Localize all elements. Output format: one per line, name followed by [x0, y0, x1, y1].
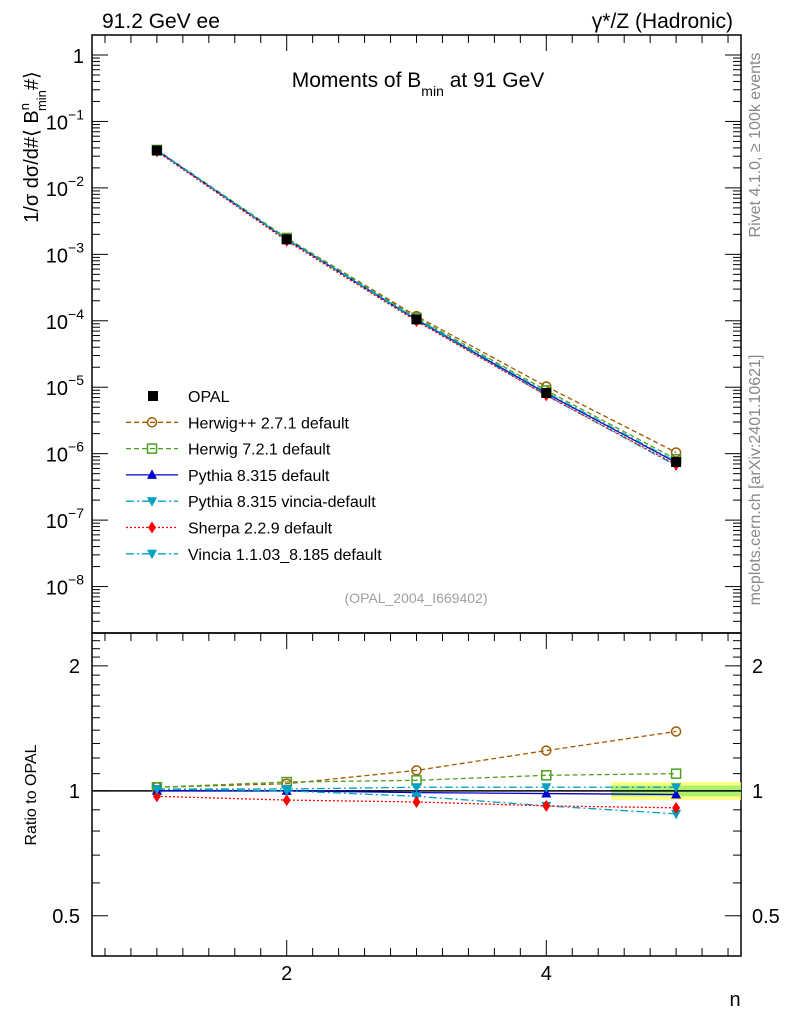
- series-line-0: [156, 149, 677, 454]
- side-label-mcplots: mcplots.cern.ch [arXiv:2401.10621]: [747, 355, 764, 606]
- legend-label: Herwig 7.2.1 default: [188, 442, 331, 459]
- y-tick-label-main: 1: [73, 46, 84, 68]
- ratio-point-0: [541, 745, 552, 756]
- y-tick-label-main: 10−3: [46, 239, 84, 267]
- y-tick-label-main: 10−6: [46, 439, 84, 467]
- main-panel: 1 10−1 10−2 10−3 10−4 10−5 10−6 10−7 10−8 Moment…: [17, 34, 742, 634]
- y-tick-label-ratio: 2: [69, 656, 80, 678]
- y-tick-label-ratio-right: 0.5: [752, 906, 780, 928]
- y-tick-label-ratio: 1: [69, 781, 80, 803]
- ratio-point-5: [151, 785, 162, 795]
- y-tick-label-ratio-right: 2: [752, 656, 763, 678]
- legend-label: Pythia 8.315 default: [188, 468, 330, 485]
- reference-point: [411, 314, 422, 325]
- legend-entry-5: Vincia 1.1.03_8.185 default: [126, 547, 382, 564]
- reference-point: [671, 456, 682, 467]
- reference-point: [541, 387, 552, 398]
- y-tick-label-ratio-right: 1: [752, 781, 763, 803]
- legend: OPAL Herwig++ 2.7.1 default Herwig 7.2.1 d…: [126, 389, 382, 564]
- legend-marker: [148, 391, 158, 401]
- legend-label: Herwig++ 2.7.1 default: [188, 415, 350, 432]
- series-line-1: [156, 149, 677, 460]
- legend-label: OPAL: [188, 389, 230, 406]
- header-right: γ*/Z (Hadronic): [592, 10, 733, 33]
- y-tick-label-ratio: 0.5: [52, 906, 80, 928]
- ratio-point-5: [281, 785, 292, 795]
- y-tick-label-main: 10−7: [46, 505, 84, 533]
- legend-marker: [147, 497, 157, 507]
- ratio-point-0: [670, 726, 682, 737]
- analysis-id: (OPAL_2004_I669402): [345, 590, 488, 606]
- ratio-point-0: [411, 765, 422, 776]
- legend-label: Sherpa 2.2.9 default: [188, 521, 333, 538]
- ratio-point-2: [541, 788, 552, 798]
- y-tick-label-main: 10−4: [46, 306, 84, 334]
- ratio-line-4: [156, 795, 677, 809]
- x-tick-label: 4: [541, 963, 552, 985]
- ratio-point-4: [152, 790, 161, 803]
- series-0: [151, 144, 682, 458]
- ratio-point-5: [671, 783, 682, 793]
- ratio-series-0: [151, 726, 682, 793]
- legend-marker: [146, 417, 158, 428]
- legend-entry-1: Herwig 7.2.1 default: [126, 442, 331, 459]
- side-label-rivet: Rivet 4.1.0, ≥ 100k events: [747, 53, 764, 238]
- ratio-series-4: [152, 790, 681, 814]
- ratio-point-4: [542, 799, 551, 812]
- legend-marker: [146, 443, 158, 454]
- legend-marker: [147, 549, 157, 560]
- ratio-point-4: [672, 801, 681, 814]
- plot-title: Moments of Bmin at 91 GeV: [292, 69, 545, 99]
- legend-label: Vincia 1.1.03_8.185 default: [188, 547, 382, 564]
- y-tick-label-main: 10−2: [46, 173, 84, 201]
- ratio-panel: 2 4 0.5 0.5 1 1 2 2 Ratio to OPAL n: [23, 632, 780, 1011]
- header-left: 91.2 GeV ee: [102, 10, 220, 33]
- y-tick-label-main: 10−8: [46, 572, 84, 600]
- ratio-point-1: [670, 768, 682, 779]
- ratio-point-1: [541, 770, 552, 781]
- ratio-point-5: [411, 783, 422, 793]
- y-tick-label-main: 10−5: [46, 372, 84, 400]
- x-axis-label: n: [729, 989, 740, 1011]
- ratio-point-3: [671, 809, 682, 820]
- reference-point: [281, 234, 292, 245]
- ratio-point-5: [541, 783, 552, 793]
- x-tick-label: 2: [281, 963, 292, 985]
- legend-entry-3: Pythia 8.315 vincia-default: [126, 494, 376, 511]
- ratio-series-5: [151, 783, 682, 795]
- series-point-0: [670, 447, 682, 458]
- legend-entry-reference: OPAL: [148, 389, 230, 406]
- legend-entry-4: Sherpa 2.2.9 default: [126, 521, 333, 538]
- legend-entry-2: Pythia 8.315 default: [126, 468, 330, 485]
- y-axis-label-main: 1/σ dσ/d#⟨ Bn min#⟩: [17, 71, 49, 223]
- reference-points: [151, 145, 682, 467]
- main-frame: [91, 34, 742, 634]
- ratio-point-2: [671, 788, 682, 799]
- legend-marker: [147, 469, 157, 479]
- series-line-4: [156, 150, 677, 466]
- y-tick-label-main: 10−1: [46, 106, 84, 134]
- y-axis-label-ratio: Ratio to OPAL: [23, 744, 40, 845]
- ratio-line-1: [156, 772, 677, 788]
- ratio-point-4: [412, 795, 421, 808]
- legend-entry-0: Herwig++ 2.7.1 default: [126, 415, 350, 432]
- legend-marker: [148, 521, 156, 534]
- reference-point: [151, 145, 162, 156]
- legend-label: Pythia 8.315 vincia-default: [188, 494, 376, 511]
- ratio-line-0: [156, 730, 677, 788]
- ratio-point-4: [282, 794, 291, 807]
